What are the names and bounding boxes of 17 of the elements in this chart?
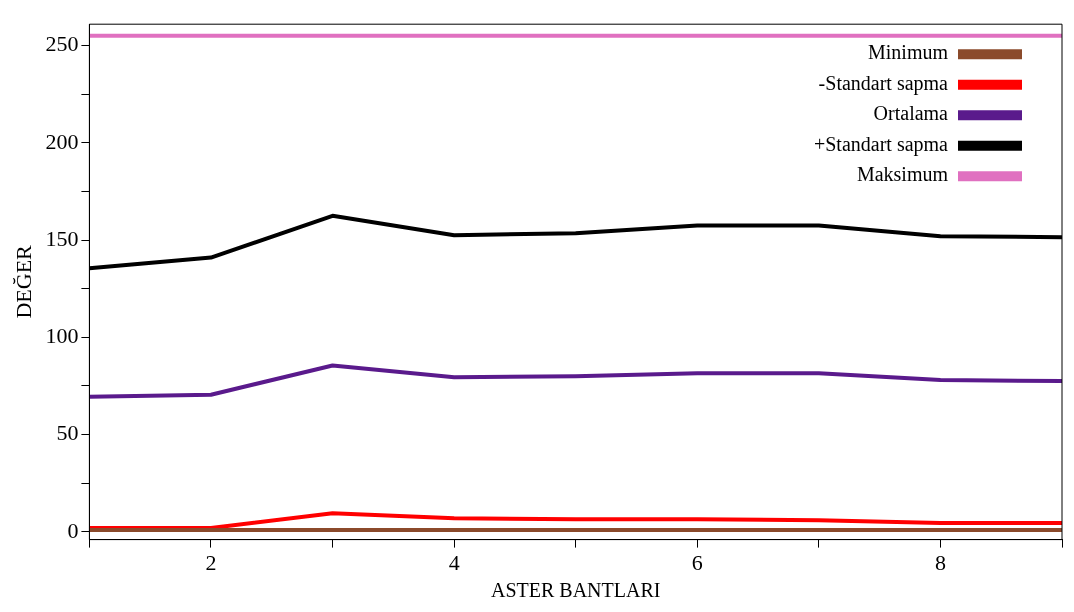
y-tick-label: 200 [45, 128, 79, 154]
legend-label: Minimum [867, 41, 949, 64]
y-axis-title: DEĞER [10, 244, 36, 319]
y-tick-label: 50 [56, 420, 79, 446]
x-tick-label: 8 [934, 549, 946, 575]
x-tick-label: 6 [691, 549, 703, 575]
legend-label: -Standart sapma [818, 71, 949, 95]
x-axis-title: ASTER BANTLARI [490, 579, 661, 602]
y-tick-label: 100 [45, 323, 79, 349]
legend-label: +Standart sapma [813, 132, 949, 156]
x-tick-label: 4 [448, 549, 460, 575]
y-tick-label: 0 [67, 517, 79, 543]
y-tick-label: 250 [45, 31, 79, 57]
legend-label: Maksimum [856, 163, 949, 186]
x-tick-label: 2 [205, 549, 217, 575]
legend-label: Ortalama [873, 102, 949, 125]
y-tick-label: 150 [45, 225, 79, 251]
